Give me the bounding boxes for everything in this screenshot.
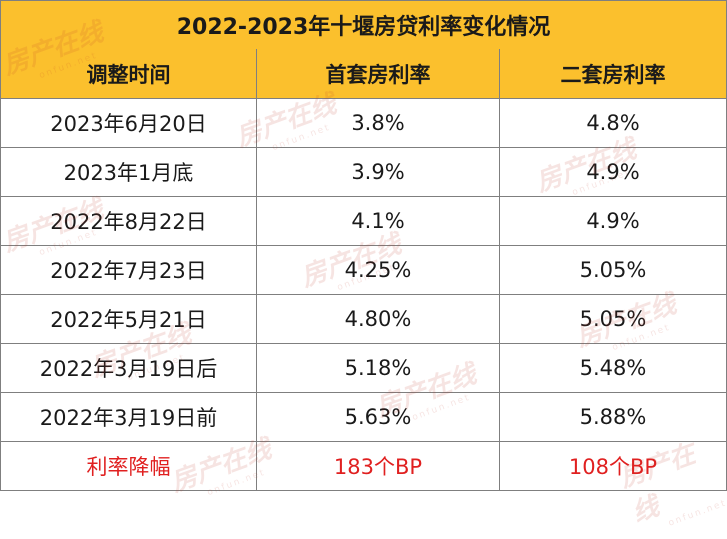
first-rate-cell: 5.63% <box>257 393 500 441</box>
summary-first-drop: 183个BP <box>257 442 500 490</box>
table-row: 2022年5月21日 4.80% 5.05% <box>1 295 726 344</box>
first-rate-cell: 3.8% <box>257 99 500 147</box>
summary-second-drop: 108个BP <box>568 455 658 479</box>
second-rate-cell: 5.48% <box>579 356 647 380</box>
header-date: 调整时间 <box>1 49 257 98</box>
first-rate-cell: 3.9% <box>257 148 500 196</box>
date-cell: 2022年7月23日 <box>1 246 257 294</box>
header-second-home-rate: 二套房利率 <box>560 62 666 87</box>
table-row: 2023年1月底 3.9% 4.9% <box>1 148 726 197</box>
date-cell: 2023年1月底 <box>1 148 257 196</box>
date-cell: 2022年3月19日前 <box>1 393 257 441</box>
date-cell: 2023年6月20日 <box>1 99 257 147</box>
first-rate-cell: 4.80% <box>257 295 500 343</box>
table-row: 2022年7月23日 4.25% 5.05% <box>1 246 726 295</box>
summary-row: 利率降幅 183个BP 108个BP <box>1 442 726 490</box>
second-rate-cell: 5.05% <box>579 258 647 282</box>
header-row: 调整时间 首套房利率 二套房利率 <box>1 49 726 99</box>
table-row: 2022年3月19日前 5.63% 5.88% <box>1 393 726 442</box>
table-row: 2022年3月19日后 5.18% 5.48% <box>1 344 726 393</box>
date-cell: 2022年5月21日 <box>1 295 257 343</box>
date-cell: 2022年3月19日后 <box>1 344 257 392</box>
summary-label: 利率降幅 <box>1 442 257 490</box>
first-rate-cell: 4.1% <box>257 197 500 245</box>
first-rate-cell: 5.18% <box>257 344 500 392</box>
table-title: 2022-2023年十堰房贷利率变化情况 <box>1 1 726 50</box>
second-rate-cell: 5.05% <box>579 307 647 331</box>
table-row: 2023年6月20日 3.8% 4.8% <box>1 99 726 148</box>
second-rate-cell: 4.9% <box>586 209 640 233</box>
second-rate-cell: 4.9% <box>586 160 640 184</box>
second-rate-cell: 5.88% <box>579 405 647 429</box>
date-cell: 2022年8月22日 <box>1 197 257 245</box>
table-row: 2022年8月22日 4.1% 4.9% <box>1 197 726 246</box>
first-rate-cell: 4.25% <box>257 246 500 294</box>
second-rate-cell: 4.8% <box>586 111 640 135</box>
rate-table: 2022-2023年十堰房贷利率变化情况 调整时间 首套房利率 二套房利率 20… <box>0 0 727 491</box>
header-first-home-rate: 首套房利率 <box>257 49 500 98</box>
